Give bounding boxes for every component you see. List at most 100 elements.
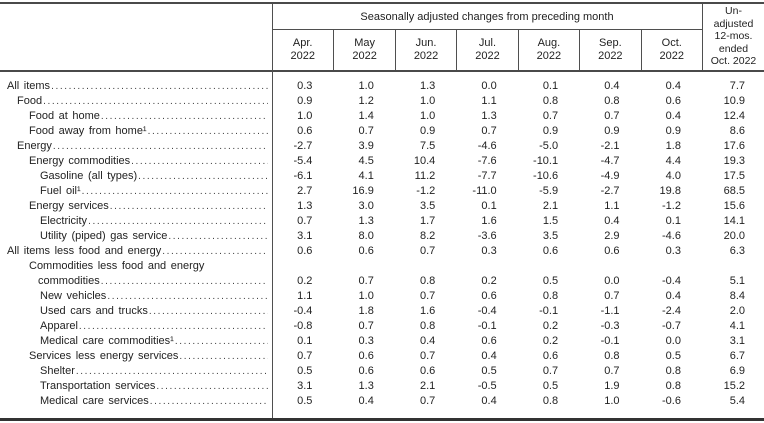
month-column-header: Aug. 2022 xyxy=(517,30,579,70)
header-seasonally-adjusted-group: Seasonally adjusted changes from precedi… xyxy=(272,4,702,70)
value-cell: 1.0 xyxy=(419,110,436,122)
value-cell: -4.6 xyxy=(477,140,497,152)
value-cell: -0.1 xyxy=(539,305,559,317)
annual-value-cell: 20.0 xyxy=(723,230,745,242)
row-label-line: Food at home xyxy=(0,109,272,124)
value-cell: 0.6 xyxy=(358,245,374,257)
value-cell: 19.8 xyxy=(659,185,681,197)
row-label: Electricity xyxy=(40,215,88,227)
table-row: Food 0.9 1.2 1.0 1.1 0.8 0.8 0.6 10.9 xyxy=(0,94,764,109)
value-cell: 0.8 xyxy=(542,290,559,302)
header-stub xyxy=(0,4,272,70)
dot-leader xyxy=(88,214,268,229)
value-cell: 0.7 xyxy=(419,290,436,302)
value-cell: 1.3 xyxy=(297,200,313,212)
value-cell: 1.0 xyxy=(358,290,374,302)
value-cell: 0.6 xyxy=(604,245,620,257)
value-cell: 1.6 xyxy=(419,305,436,317)
dot-leader xyxy=(168,229,268,244)
value-cell: 1.8 xyxy=(665,140,681,152)
value-cell: 10.4 xyxy=(413,155,436,167)
value-cell: -4.9 xyxy=(600,170,620,182)
row-label-line: Energy commodities xyxy=(0,154,272,169)
row-label-line: Transportation services xyxy=(0,379,272,394)
value-cell: 0.6 xyxy=(542,245,559,257)
value-cell: 0.2 xyxy=(297,275,313,287)
row-label-line: Medical care services xyxy=(0,394,272,409)
annual-value-cell: 8.4 xyxy=(729,290,745,302)
row-label-cell: Food away from home¹ xyxy=(0,124,272,139)
value-cell: 4.0 xyxy=(665,170,681,182)
value-cell: 0.7 xyxy=(604,110,620,122)
table-row: Fuel oil¹ 2.7 16.9 -1.2 -11.0 -5.9 -2.7 19.8 68.… xyxy=(0,184,764,199)
row-label-cell: All items xyxy=(0,79,272,94)
month-column-header: May 2022 xyxy=(333,30,394,70)
table-row: Food away from home¹ 0.6 0.7 0.9 0.7 0.9 0.9 0.… xyxy=(0,124,764,139)
row-label: Food xyxy=(17,95,43,107)
table-row: Transportation services 3.1 1.3 2.1 -0.5 0.5 1… xyxy=(0,379,764,394)
value-cell: -4.7 xyxy=(600,155,620,167)
row-label-cell: Transportation services xyxy=(0,379,272,394)
table-row: All items less food and energy 0.6 0.6 0.7 0… xyxy=(0,244,764,259)
value-cell: 3.0 xyxy=(358,200,374,212)
value-cell: 0.7 xyxy=(297,215,313,227)
value-cell: 0.9 xyxy=(542,125,559,137)
row-label-cell: Services less energy services xyxy=(0,349,272,364)
value-cell: 3.5 xyxy=(542,230,559,242)
month-column-header: Apr. 2022 xyxy=(272,30,333,70)
value-cell: 0.7 xyxy=(604,290,620,302)
row-label-cell: Used cars and trucks xyxy=(0,304,272,319)
dot-leader xyxy=(53,139,268,154)
value-cell: -1.2 xyxy=(416,185,436,197)
row-label-line: All items xyxy=(0,79,272,94)
month-year: 2022 xyxy=(598,50,623,62)
value-cell: 0.7 xyxy=(419,395,436,407)
dot-leader xyxy=(110,199,268,214)
value-cell: 4.4 xyxy=(665,155,681,167)
month-year: 2022 xyxy=(413,50,439,62)
value-cell: -2.7 xyxy=(293,140,313,152)
month-abbr: Oct. xyxy=(661,37,682,49)
row-label-line: Commodities less food and energy xyxy=(0,259,272,274)
value-cell: 0.9 xyxy=(419,125,436,137)
row-label-line: Energy services xyxy=(0,199,272,214)
value-cell: -11.0 xyxy=(472,185,497,197)
annual-value-cell: 15.6 xyxy=(723,200,745,212)
table-row: Energy services 1.3 3.0 3.5 0.1 2.1 1.1 -1.2 15.… xyxy=(0,199,764,214)
annual-value-cell: 2.0 xyxy=(729,305,745,317)
row-label: Used cars and trucks xyxy=(40,305,148,317)
value-cell: 0.7 xyxy=(419,245,436,257)
value-cell: 0.8 xyxy=(604,95,620,107)
row-label: Medical care services xyxy=(40,395,149,407)
value-cell: -2.7 xyxy=(600,185,620,197)
value-cell: 0.8 xyxy=(604,350,620,362)
month-abbr: Apr. xyxy=(292,37,313,49)
value-cell: 0.6 xyxy=(481,290,497,302)
row-label-line: Apparel xyxy=(0,319,272,334)
dot-leader xyxy=(175,334,268,349)
row-label-cell: New vehicles xyxy=(0,289,272,304)
value-cell: 1.7 xyxy=(419,215,436,227)
row-label-cell: All items less food and energy xyxy=(0,244,272,259)
value-cell: 0.6 xyxy=(358,365,374,377)
value-cell: 0.7 xyxy=(358,125,374,137)
value-cell: -1.1 xyxy=(600,305,620,317)
value-cell: -0.7 xyxy=(661,320,681,332)
value-cell: 0.9 xyxy=(297,95,313,107)
month-abbr: Jul. xyxy=(478,37,497,49)
value-cell: 0.6 xyxy=(297,245,313,257)
value-cell: 0.4 xyxy=(665,290,681,302)
value-cell: -7.7 xyxy=(477,170,497,182)
row-label: All items less food and energy xyxy=(7,245,162,257)
value-cell: 0.7 xyxy=(358,275,374,287)
value-cell: 0.5 xyxy=(481,365,497,377)
table-row: Energy commodities -5.4 4.5 10.4 -7.6 -10.1 -4… xyxy=(0,154,764,169)
annual-value-cell: 17.6 xyxy=(723,140,745,152)
row-label-cell: Food at home xyxy=(0,109,272,124)
value-cell: 0.8 xyxy=(419,320,436,332)
annual-value-cell: 19.3 xyxy=(723,155,745,167)
table-row: Used cars and trucks -0.4 1.8 1.6 -0.4 -0.1 -1… xyxy=(0,304,764,319)
row-label-cell: Electricity xyxy=(0,214,272,229)
value-cell: -2.4 xyxy=(661,305,681,317)
row-label-line: Fuel oil¹ xyxy=(0,184,272,199)
